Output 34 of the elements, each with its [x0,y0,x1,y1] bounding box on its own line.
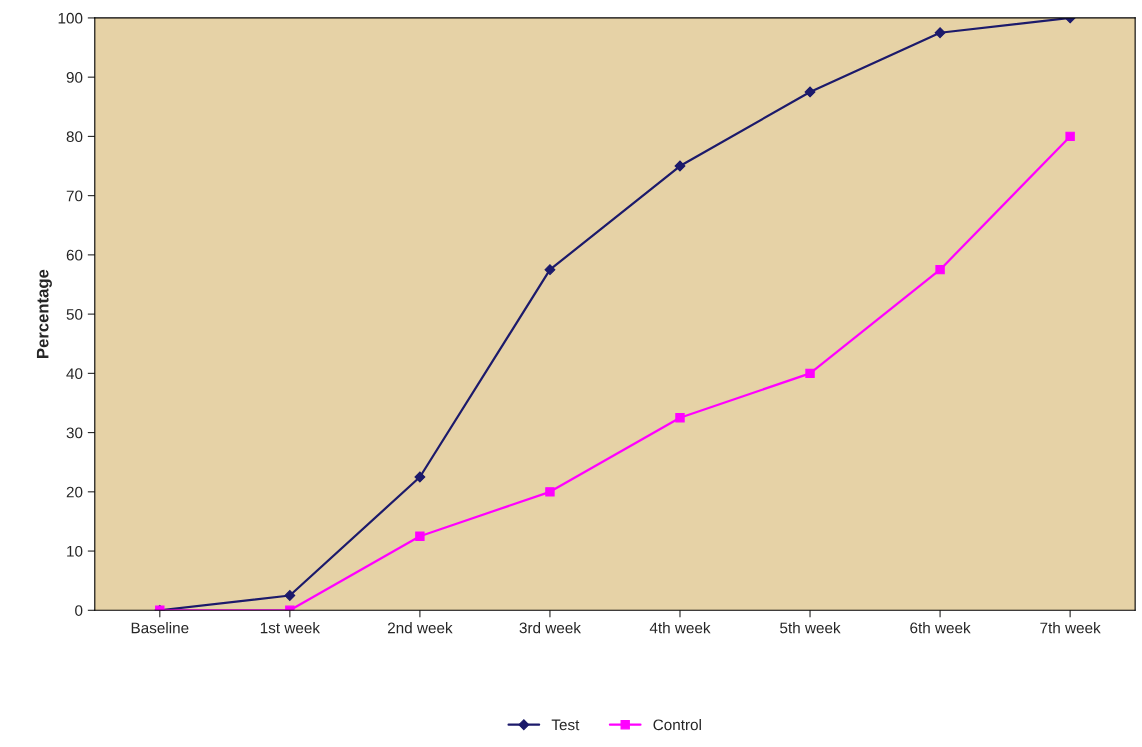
point [935,265,945,275]
y-tick-label: 60 [66,249,83,261]
point [284,590,296,601]
x-tick-label: 1st week [260,622,321,634]
y-tick-label: 100 [58,12,83,24]
x-tick-label: 7th week [1040,622,1101,634]
y-tick-label: 20 [66,486,83,498]
y-tick-label: 40 [66,368,83,380]
y-tick-label: 70 [66,190,83,202]
point [934,27,946,39]
point [415,531,425,541]
x-tick-label: 2nd week [387,622,453,634]
x-tick-label: 5th week [780,622,841,634]
legend-label: Control [653,719,701,731]
y-tick-label: 90 [66,72,83,83]
point [804,86,816,98]
point [414,471,426,483]
y-tick-label: 80 [66,131,83,143]
point [674,160,686,172]
x-tick-label: 3rd week [519,622,581,634]
point [544,264,556,276]
x-tick-label: Baseline [131,622,189,634]
y-tick-label: 10 [67,545,83,557]
point [675,413,685,423]
x-tick-label: 6th week [910,622,971,634]
legend-label: Test [551,719,580,731]
y-tick-label: 0 [75,605,83,616]
x-tick-label: 4th week [649,622,711,634]
point [545,487,555,497]
y-axis-title: Percentage [36,269,52,358]
y-tick-label: 50 [66,308,83,320]
y-tick-label: 30 [66,427,83,439]
point [805,368,815,379]
point [1065,131,1075,142]
